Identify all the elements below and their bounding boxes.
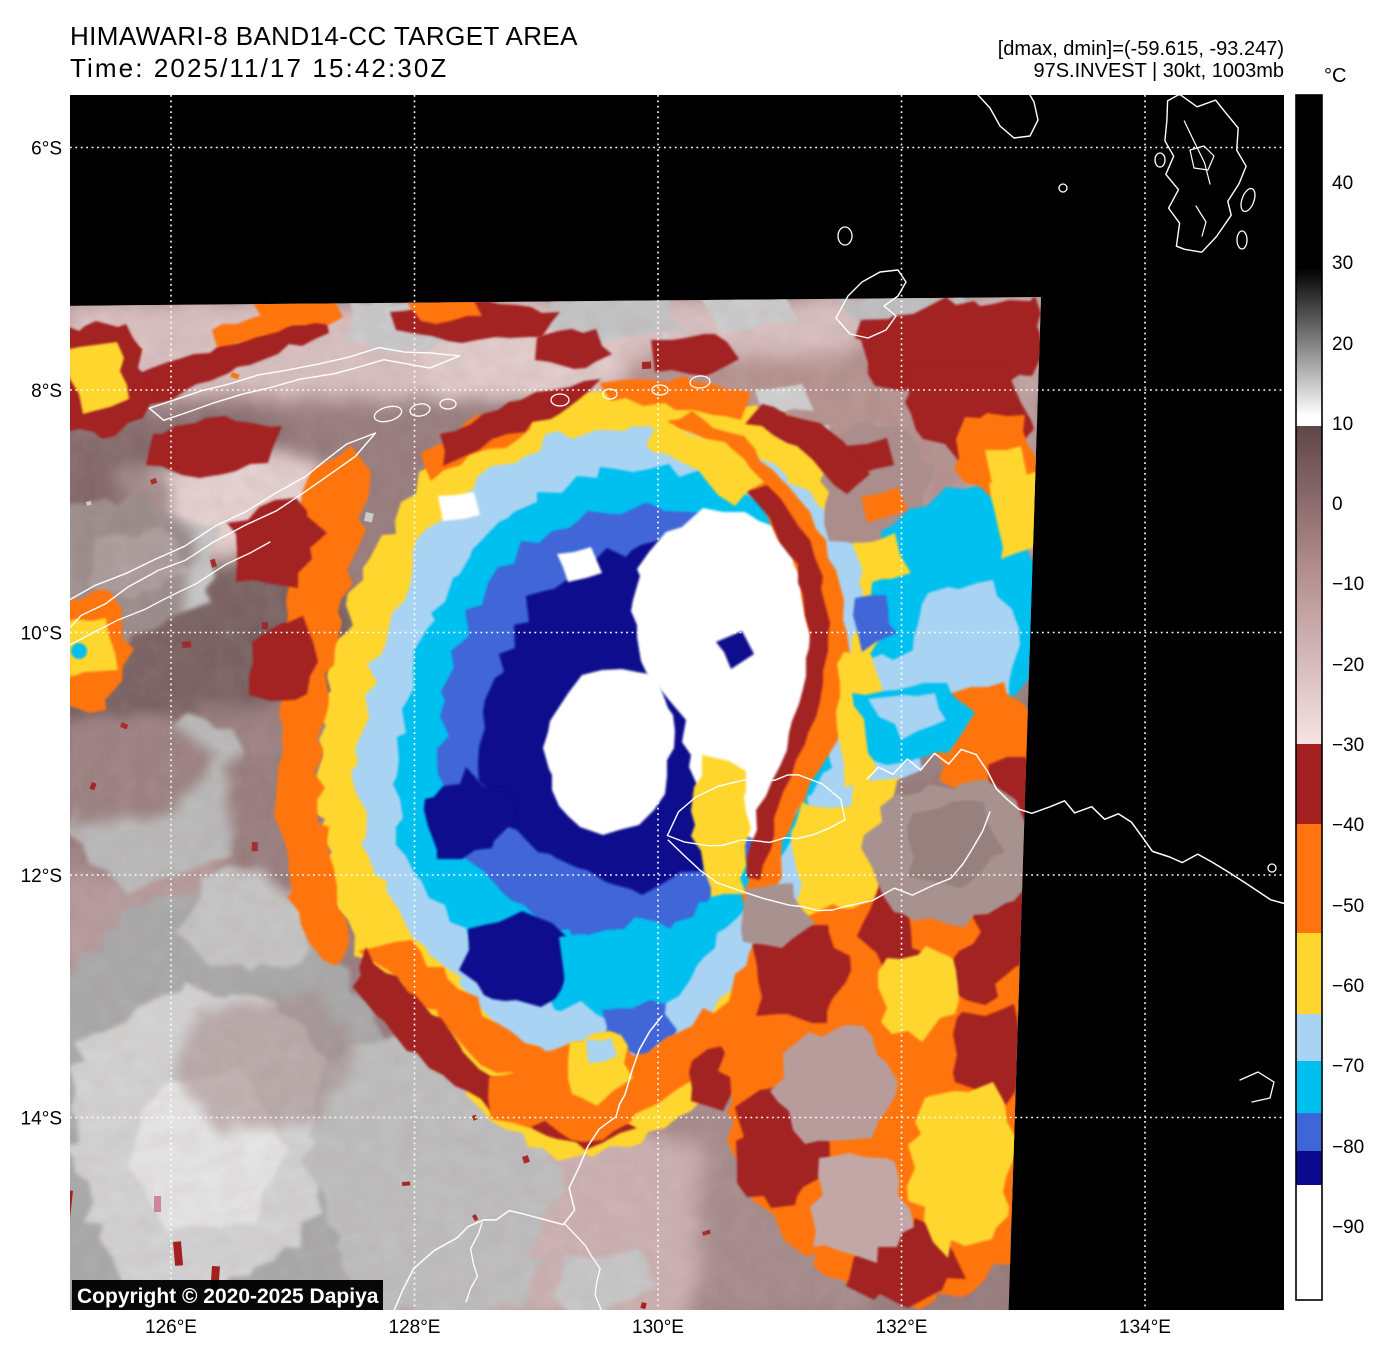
svg-text:20: 20 [1332, 334, 1353, 355]
svg-text:0: 0 [1332, 494, 1343, 515]
svg-text:126°E: 126°E [145, 1317, 197, 1338]
svg-text:10°S: 10°S [21, 624, 62, 645]
svg-text:14°S: 14°S [21, 1109, 62, 1130]
svg-text:−70: −70 [1332, 1056, 1364, 1077]
svg-text:40: 40 [1332, 173, 1353, 194]
svg-text:HIMAWARI-8 BAND14-CC TARGET AR: HIMAWARI-8 BAND14-CC TARGET AREA [70, 21, 578, 51]
svg-text:128°E: 128°E [389, 1317, 441, 1338]
svg-text:−40: −40 [1332, 815, 1364, 836]
svg-text:8°S: 8°S [31, 381, 62, 402]
svg-text:10: 10 [1332, 414, 1353, 435]
svg-text:°C: °C [1324, 65, 1346, 87]
svg-text:−20: −20 [1332, 655, 1364, 676]
svg-text:[dmax, dmin]=(-59.615, -93.247: [dmax, dmin]=(-59.615, -93.247) [998, 38, 1284, 60]
svg-text:30: 30 [1332, 253, 1353, 274]
svg-text:−10: −10 [1332, 574, 1364, 595]
svg-text:−30: −30 [1332, 735, 1364, 756]
svg-text:−90: −90 [1332, 1217, 1364, 1238]
svg-text:12°S: 12°S [21, 866, 62, 887]
svg-text:97S.INVEST | 30kt, 1003mb: 97S.INVEST | 30kt, 1003mb [1033, 60, 1284, 82]
svg-text:Time: 2025/11/17 15:42:30Z: Time: 2025/11/17 15:42:30Z [70, 53, 448, 83]
svg-text:6°S: 6°S [31, 139, 62, 160]
svg-text:−80: −80 [1332, 1137, 1364, 1158]
svg-text:Copyright © 2020-2025 Dapiya: Copyright © 2020-2025 Dapiya [77, 1285, 379, 1308]
svg-text:−60: −60 [1332, 976, 1364, 997]
svg-text:−50: −50 [1332, 896, 1364, 917]
svg-text:130°E: 130°E [632, 1317, 684, 1338]
svg-text:134°E: 134°E [1119, 1317, 1171, 1338]
svg-text:132°E: 132°E [876, 1317, 928, 1338]
